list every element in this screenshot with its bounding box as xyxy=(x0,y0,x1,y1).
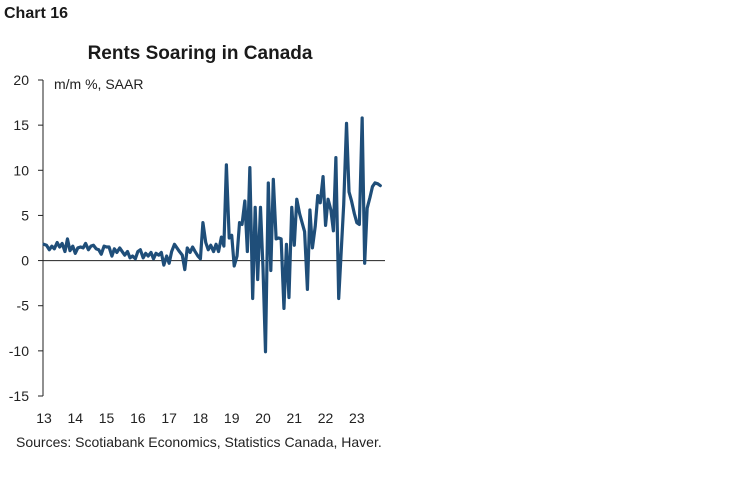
x-tick-label: 15 xyxy=(99,410,115,426)
chart-number-label: Chart 16 xyxy=(4,5,69,22)
y-axis: 20 15 10 5 0 -5 -10 -15 xyxy=(9,72,44,404)
series-line xyxy=(42,116,382,354)
x-tick-label: 21 xyxy=(286,410,302,426)
y-axis-unit-label: m/m %, SAAR xyxy=(54,76,144,92)
y-tick-label: -15 xyxy=(9,388,29,404)
x-tick-label: 20 xyxy=(255,410,271,426)
y-tick-label: -10 xyxy=(9,343,29,359)
x-tick-label: 22 xyxy=(318,410,334,426)
x-tick-label: 14 xyxy=(67,410,83,426)
x-tick-label: 13 xyxy=(36,410,52,426)
source-note: Sources: Scotiabank Economics, Statistic… xyxy=(16,434,382,450)
chart-title: Rents Soaring in Canada xyxy=(87,43,313,64)
x-tick-label: 17 xyxy=(161,410,177,426)
x-tick-label: 18 xyxy=(193,410,209,426)
y-tick-label: 20 xyxy=(13,72,29,88)
x-axis: 13 14 15 16 17 18 19 20 21 22 23 xyxy=(36,260,385,426)
y-tick-label: -5 xyxy=(17,298,30,314)
y-tick-label: 15 xyxy=(13,117,29,133)
y-tick-label: 5 xyxy=(21,207,29,223)
y-tick-label: 0 xyxy=(21,253,29,269)
x-tick-label: 19 xyxy=(224,410,240,426)
x-tick-label: 23 xyxy=(349,410,365,426)
y-tick-label: 10 xyxy=(13,162,29,178)
series-layer xyxy=(42,116,382,354)
x-tick-label: 16 xyxy=(130,410,146,426)
